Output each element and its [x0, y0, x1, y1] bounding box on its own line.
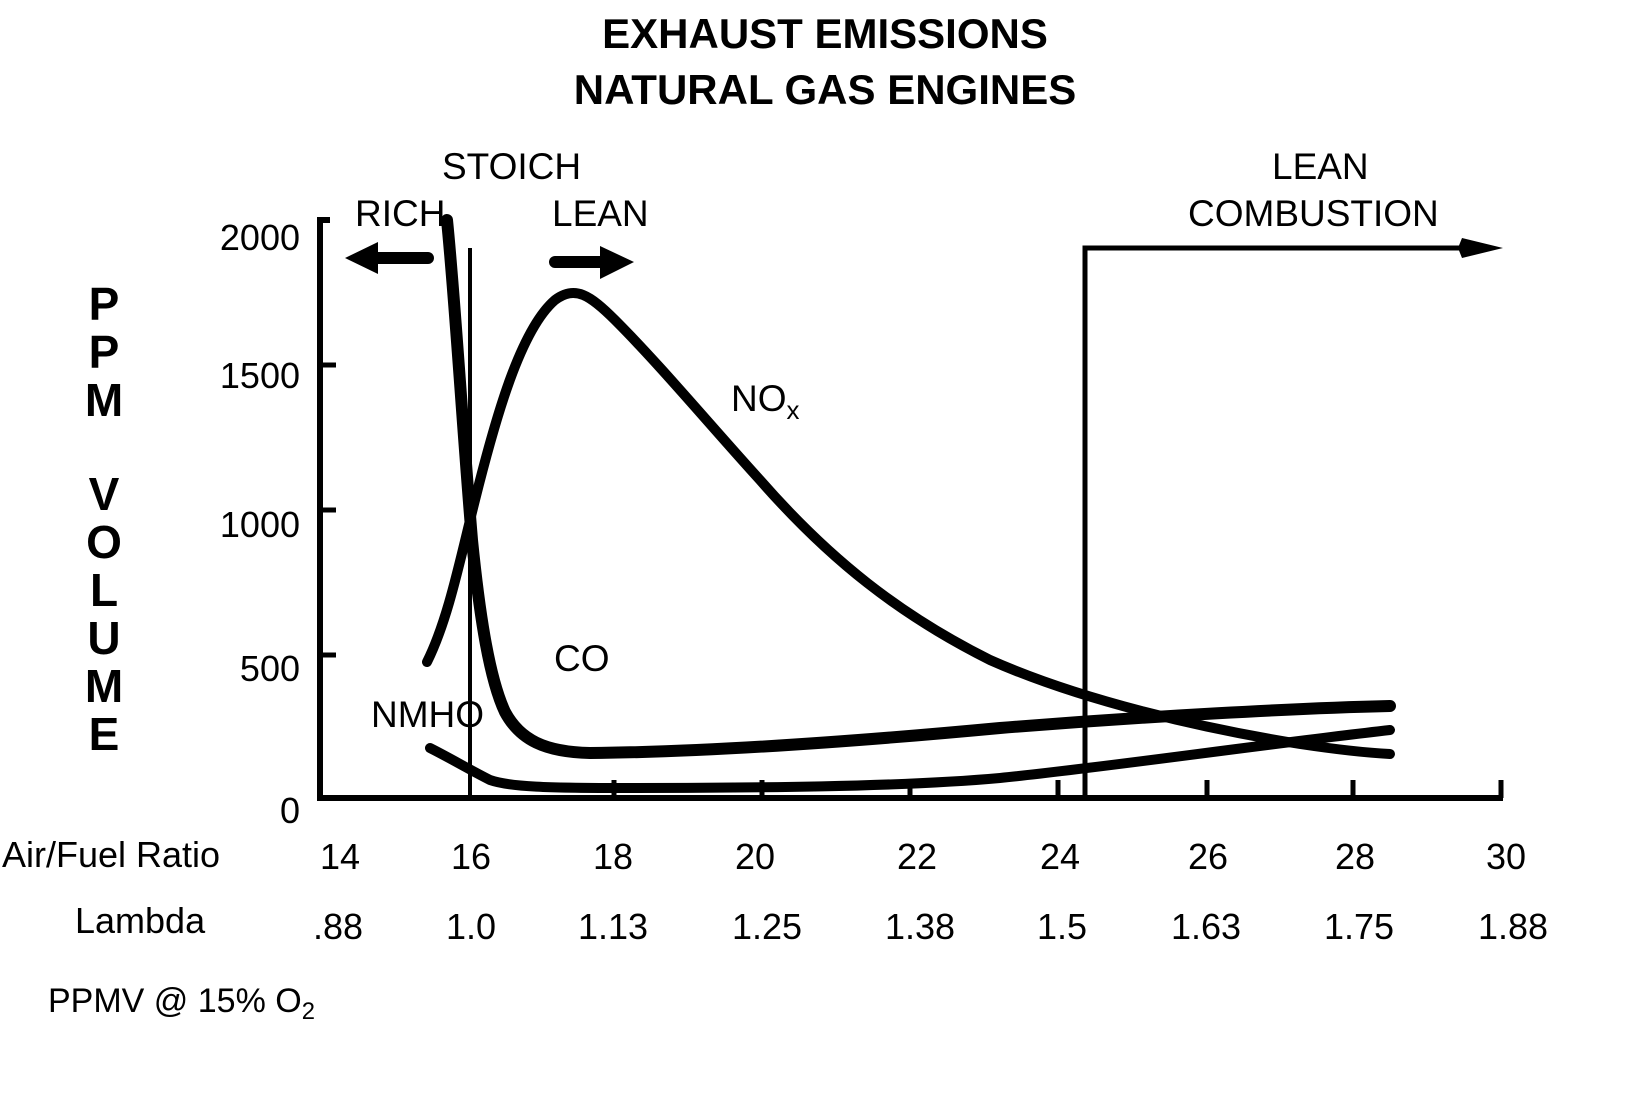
y-tick-label: 500: [239, 648, 300, 689]
lean-combustion-label-line1: LEAN: [1272, 146, 1369, 187]
nox-label-base: NO: [731, 378, 787, 419]
af-row-label: Air/Fuel Ratio: [2, 834, 221, 875]
nmho-label: NMHO: [371, 694, 485, 735]
lambda-tick-label: 1.13: [577, 906, 649, 947]
lambda-tick-label: 1.0: [445, 906, 497, 947]
y-axis-title-letter: L: [89, 564, 119, 616]
lambda-tick-label: 1.5: [1036, 906, 1088, 947]
af-tick-label: 16: [450, 836, 492, 877]
lambda-tick-label: .88: [312, 906, 364, 947]
lean-combustion-bracket: [1082, 245, 1470, 798]
y-axis-title-letter: P: [88, 278, 120, 330]
y-tick-label: 1000: [219, 504, 300, 545]
y-axis-title-letter: M: [84, 374, 124, 426]
lambda-tick-label: 1.25: [731, 906, 803, 947]
rich-label: RICH: [355, 193, 446, 234]
footnote: PPMV @ 15% O2: [48, 982, 315, 1026]
nox-label-subscript: x: [786, 396, 800, 425]
y-tick-label: 0: [279, 790, 300, 831]
y-axis-title-letter: P: [88, 326, 120, 378]
y-tick-label: 2000: [219, 217, 300, 258]
nmho-curve: [425, 725, 1395, 794]
af-tick-label: 28: [1334, 836, 1376, 877]
lean-arrow-icon: [549, 246, 634, 279]
af-tick-label: 30: [1485, 836, 1527, 877]
nox-curve: [422, 287, 1395, 759]
lambda-tick-label: 1.38: [884, 906, 956, 947]
lambda-row-label: Lambda: [75, 900, 206, 941]
y-axis-title-letter: U: [87, 612, 121, 664]
lean-label: LEAN: [552, 193, 649, 234]
y-axis-title-letter: M: [84, 660, 124, 712]
co-label: CO: [554, 638, 610, 679]
lean-combustion-label-line2: COMBUSTION: [1188, 193, 1439, 234]
stoich-label: STOICH: [442, 146, 582, 187]
y-axis-title-letter: O: [86, 516, 122, 568]
af-tick-label: 22: [896, 836, 938, 877]
af-tick-label: 20: [734, 836, 776, 877]
y-axis-title-letter: V: [88, 468, 120, 520]
lambda-tick-label: 1.63: [1170, 906, 1242, 947]
footnote-subscript: 2: [301, 998, 315, 1026]
af-tick-label: 26: [1187, 836, 1229, 877]
af-tick-label: 14: [319, 836, 361, 877]
af-tick-label: 24: [1039, 836, 1081, 877]
chart-title-line2: NATURAL GAS ENGINES: [573, 66, 1077, 113]
y-tick-label: 1500: [219, 355, 300, 396]
lean-combustion-arrow-icon: [1458, 238, 1503, 258]
chart-title-line1: EXHAUST EMISSIONS: [602, 10, 1048, 57]
y-axis-ticks: [320, 362, 336, 658]
co-curve: [441, 214, 1396, 760]
nox-label: NOx: [731, 378, 799, 426]
af-tick-label: 18: [592, 836, 634, 877]
y-axis-title-volume: V O L U M E: [74, 470, 134, 758]
lambda-tick-label: 1.75: [1323, 906, 1395, 947]
y-axis-title-ppm: P P M: [74, 280, 134, 424]
y-axis-title-letter: E: [88, 708, 120, 760]
footnote-base: PPMV @ 15% O: [48, 982, 302, 1020]
rich-arrow-icon: [345, 242, 434, 274]
lambda-tick-label: 1.88: [1477, 906, 1549, 947]
